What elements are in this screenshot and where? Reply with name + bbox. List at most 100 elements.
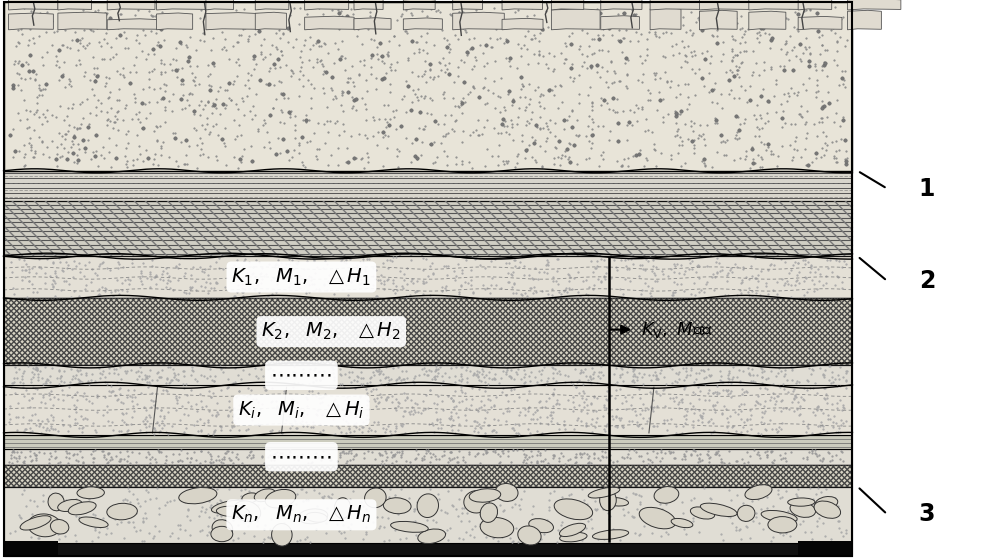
Point: [383, 429, 399, 438]
Point: [125, 490, 141, 499]
Point: [546, 91, 562, 100]
Point: [334, 380, 350, 389]
Point: [602, 126, 618, 135]
Point: [244, 416, 260, 425]
Point: [763, 35, 779, 44]
Point: [10, 412, 26, 421]
Point: [605, 525, 621, 533]
Point: [384, 459, 400, 468]
Point: [466, 369, 482, 378]
Point: [47, 446, 63, 455]
Point: [359, 396, 375, 405]
Point: [752, 163, 768, 172]
Point: [708, 507, 724, 516]
Point: [747, 132, 763, 141]
Point: [306, 485, 322, 494]
Point: [579, 409, 595, 418]
Point: [291, 141, 307, 150]
Point: [738, 47, 754, 56]
Point: [541, 503, 557, 512]
Point: [152, 122, 168, 131]
Point: [405, 85, 421, 94]
Point: [687, 69, 703, 78]
Point: [453, 371, 469, 380]
Point: [598, 395, 614, 404]
Point: [22, 446, 38, 455]
Point: [583, 64, 599, 73]
Point: [419, 108, 435, 117]
Point: [727, 36, 743, 45]
Point: [394, 446, 410, 455]
Point: [316, 492, 332, 501]
Point: [458, 28, 474, 37]
Point: [486, 374, 502, 383]
Point: [297, 534, 313, 543]
Point: [384, 256, 400, 265]
Point: [739, 387, 755, 396]
Point: [22, 134, 38, 143]
Point: [429, 399, 445, 408]
Point: [421, 419, 437, 428]
Ellipse shape: [272, 523, 292, 546]
Point: [75, 415, 91, 424]
Point: [113, 397, 129, 406]
Point: [209, 279, 225, 288]
Point: [226, 410, 242, 418]
Point: [334, 448, 350, 456]
Point: [472, 521, 488, 530]
Point: [450, 259, 466, 268]
Point: [609, 457, 625, 466]
Point: [243, 385, 259, 394]
Point: [720, 389, 736, 398]
Point: [833, 14, 849, 23]
Point: [578, 419, 594, 428]
Point: [723, 495, 739, 504]
Point: [435, 54, 451, 63]
Point: [315, 494, 331, 503]
Point: [511, 262, 527, 271]
Point: [216, 42, 232, 51]
Point: [254, 451, 270, 460]
Point: [326, 396, 342, 405]
Point: [815, 408, 831, 417]
Point: [658, 27, 674, 36]
Point: [34, 120, 50, 129]
Point: [681, 100, 697, 109]
Point: [112, 455, 128, 464]
Point: [335, 447, 351, 456]
Point: [149, 40, 165, 49]
Point: [683, 496, 699, 504]
Point: [634, 104, 650, 113]
Point: [327, 118, 343, 127]
Point: [493, 283, 509, 292]
Point: [830, 517, 846, 526]
Point: [664, 42, 680, 51]
Ellipse shape: [391, 521, 428, 532]
Point: [550, 255, 566, 264]
Point: [243, 70, 259, 79]
Point: [785, 386, 801, 395]
Point: [500, 403, 516, 412]
Point: [250, 397, 266, 406]
Point: [465, 82, 481, 91]
Point: [627, 528, 643, 537]
Point: [774, 114, 790, 123]
Point: [72, 366, 88, 375]
Point: [301, 272, 317, 281]
Point: [50, 518, 66, 527]
Point: [22, 424, 38, 432]
Point: [194, 139, 210, 148]
Point: [563, 378, 579, 387]
Point: [699, 46, 715, 55]
Ellipse shape: [417, 494, 439, 517]
Point: [488, 502, 504, 511]
Point: [120, 484, 136, 493]
Point: [696, 374, 712, 383]
Point: [581, 153, 597, 162]
Point: [809, 517, 825, 526]
Point: [390, 397, 406, 406]
Point: [687, 91, 703, 100]
Point: [81, 494, 97, 503]
Point: [161, 97, 177, 105]
Point: [532, 91, 548, 100]
